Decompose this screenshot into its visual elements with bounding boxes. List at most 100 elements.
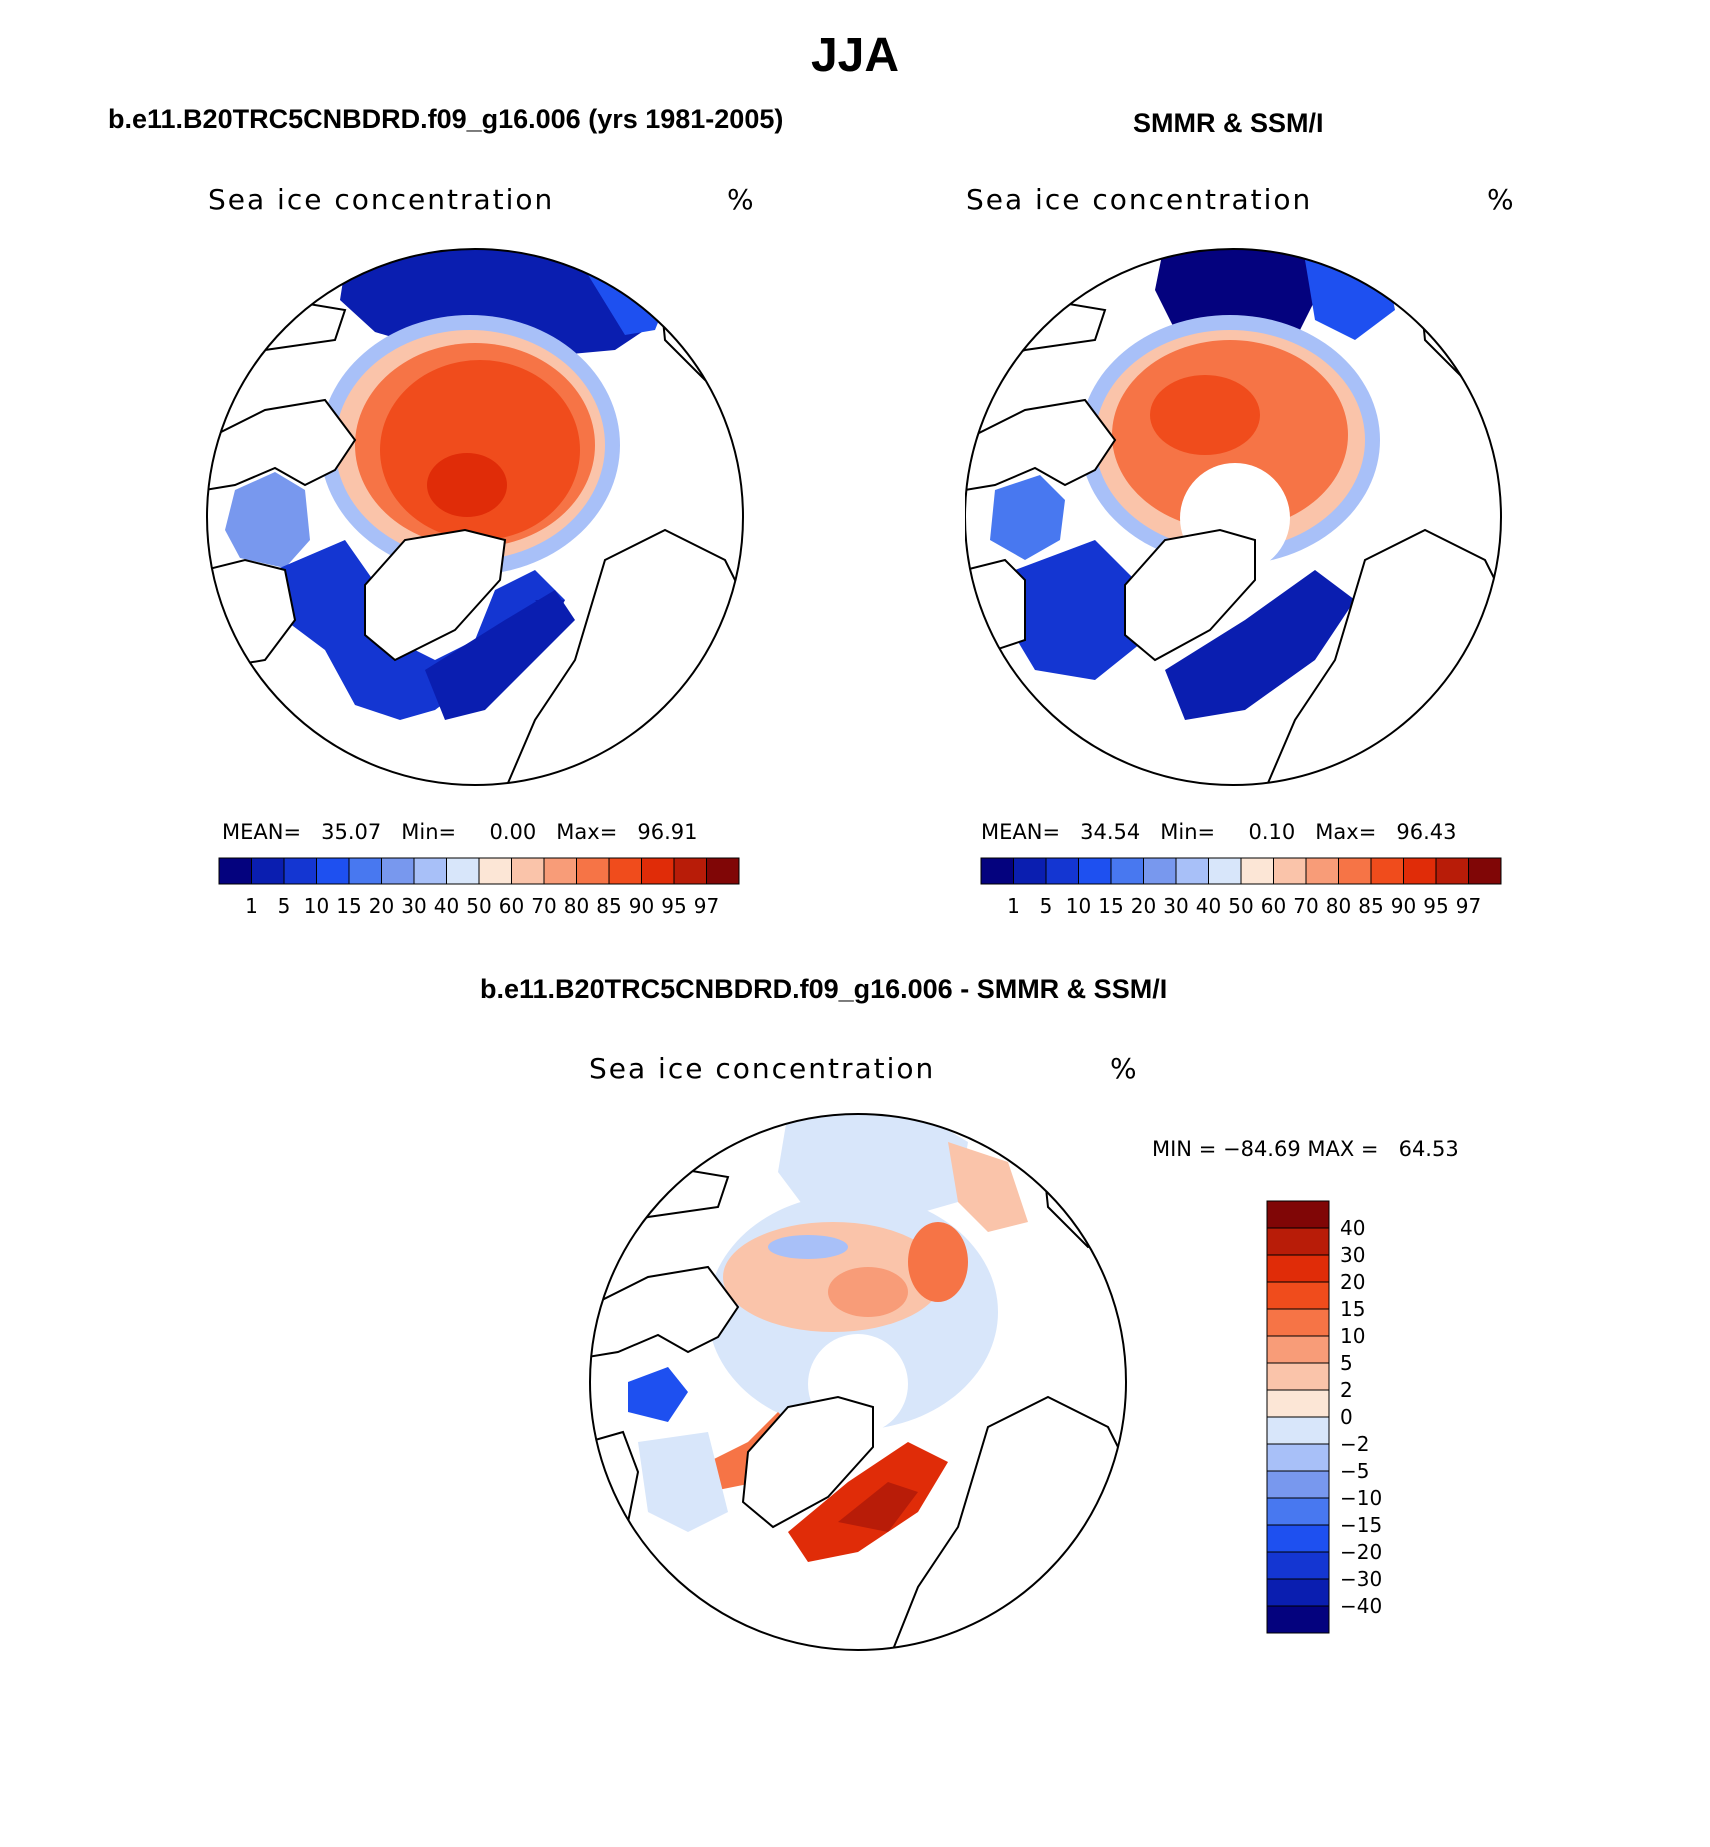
- diff-colorbar-tick-label: 20: [1340, 1270, 1365, 1294]
- obs-colorbar-box: [1110, 857, 1144, 885]
- obs-colorbar-tick-label: 5: [1040, 894, 1053, 918]
- model-colorbar-box: [576, 857, 610, 885]
- model-colorbar-box: [706, 857, 740, 885]
- model-colorbar-box: [478, 857, 512, 885]
- model-colorbar-box: [251, 857, 285, 885]
- obs-colorbar-tick-label: 20: [1131, 894, 1156, 918]
- model-colorbar-tick-label: 15: [336, 894, 361, 918]
- model-mean-label: MEAN=: [222, 820, 302, 844]
- diff-colorbar-tick-label: −20: [1340, 1540, 1382, 1564]
- model-stats: MEAN= 35.07 Min= 0.00 Max= 96.91: [222, 820, 697, 844]
- obs-colorbar-box: [1175, 857, 1209, 885]
- obs-colorbar-box: [1403, 857, 1437, 885]
- diff-colorbar-box: [1266, 1227, 1330, 1256]
- model-colorbar-tick-label: 1: [245, 894, 258, 918]
- obs-variable-label: Sea ice concentration: [966, 183, 1313, 216]
- model-variable-label: Sea ice concentration: [208, 183, 555, 216]
- diff-colorbar-box: [1266, 1254, 1330, 1283]
- diff-min-value: −84.69: [1222, 1137, 1301, 1161]
- model-colorbar-tick-label: 80: [564, 894, 589, 918]
- obs-colorbar: 1 5 10 15 20 30 40 50 60 70 80 85 90 95 97: [980, 857, 1502, 918]
- obs-colorbar-box: [1078, 857, 1112, 885]
- model-colorbar-box: [673, 857, 707, 885]
- diff-colorbar-box: [1266, 1281, 1330, 1310]
- obs-colorbar-tick-label: 30: [1163, 894, 1188, 918]
- model-polar-map: [206, 248, 744, 786]
- diff-colorbar-tick-label: −2: [1340, 1432, 1369, 1456]
- model-colorbar-tick-label: 85: [596, 894, 621, 918]
- obs-colorbar-box: [980, 857, 1014, 885]
- diff-colorbar-tick-label: 15: [1340, 1297, 1365, 1321]
- diff-colorbar-tick-label: −10: [1340, 1486, 1382, 1510]
- diff-colorbar-box: [1266, 1497, 1330, 1526]
- model-ice-field: [207, 249, 743, 785]
- model-colorbar-tick-label: 50: [466, 894, 491, 918]
- diff-max-label: MAX =: [1307, 1137, 1379, 1161]
- obs-max-label: Max=: [1315, 820, 1377, 844]
- obs-colorbar-tick-label: 80: [1326, 894, 1351, 918]
- model-colorbar-tick-label: 90: [629, 894, 654, 918]
- obs-colorbar-box: [1240, 857, 1274, 885]
- diff-min-label: MIN =: [1152, 1137, 1217, 1161]
- model-colorbar-tick-label: 97: [694, 894, 719, 918]
- obs-colorbar-box: [1370, 857, 1404, 885]
- diff-colorbar-tick-label: 0: [1340, 1405, 1353, 1429]
- model-colorbar-box: [446, 857, 480, 885]
- diff-colorbar-box: [1266, 1578, 1330, 1607]
- model-colorbar-tick-label: 5: [278, 894, 291, 918]
- obs-mean-value: 34.54: [1080, 820, 1141, 844]
- model-colorbar-tick-label: 95: [661, 894, 686, 918]
- diff-colorbar-tick-label: −5: [1340, 1459, 1369, 1483]
- diff-colorbar-box: [1266, 1308, 1330, 1337]
- model-colorbar-box: [316, 857, 350, 885]
- diff-colorbar-tick-label: 10: [1340, 1324, 1365, 1348]
- obs-colorbar-tick-label: 90: [1391, 894, 1416, 918]
- model-min-label: Min=: [401, 820, 457, 844]
- obs-colorbar-tick-label: 10: [1066, 894, 1091, 918]
- model-colorbar-tick-label: 40: [434, 894, 459, 918]
- diff-colorbar-tick-label: 30: [1340, 1243, 1365, 1267]
- diff-colorbar-box: [1266, 1551, 1330, 1580]
- diff-colorbar-box: [1266, 1362, 1330, 1391]
- diff-max-value: 64.53: [1398, 1137, 1459, 1161]
- diff-colorbar-tick-label: 40: [1340, 1216, 1365, 1240]
- model-mean-value: 35.07: [321, 820, 382, 844]
- diff-panel-heading: b.e11.B20TRC5CNBDRD.f09_g16.006 - SMMR &…: [480, 974, 1168, 1004]
- obs-colorbar-tick-label: 15: [1098, 894, 1123, 918]
- obs-stats: MEAN= 34.54 Min= 0.10 Max= 96.43: [981, 820, 1456, 844]
- diff-colorbar-box: [1266, 1524, 1330, 1553]
- model-max-label: Max=: [556, 820, 618, 844]
- diff-colorbar-box: [1266, 1443, 1330, 1472]
- model-colorbar-box: [348, 857, 382, 885]
- obs-min-label: Min=: [1160, 820, 1216, 844]
- diff-colorbar-box: [1266, 1605, 1330, 1634]
- obs-polar-map: [965, 248, 1502, 786]
- diff-colorbar-tick-label: −30: [1340, 1567, 1382, 1591]
- obs-colorbar-tick-label: 70: [1293, 894, 1318, 918]
- model-colorbar-box: [413, 857, 447, 885]
- obs-max-value: 96.43: [1396, 820, 1457, 844]
- obs-colorbar-box: [1045, 857, 1079, 885]
- obs-colorbar-tick-label: 60: [1261, 894, 1286, 918]
- model-panel-heading: b.e11.B20TRC5CNBDRD.f09_g16.006 (yrs 198…: [108, 104, 784, 134]
- obs-colorbar-box: [1435, 857, 1469, 885]
- obs-units-label: %: [1487, 183, 1516, 216]
- obs-colorbar-box: [1305, 857, 1339, 885]
- obs-colorbar-tick-label: 40: [1196, 894, 1221, 918]
- obs-colorbar-box: [1338, 857, 1372, 885]
- diff-colorbar-box: [1266, 1470, 1330, 1499]
- obs-colorbar-box: [1208, 857, 1242, 885]
- model-max-value: 96.91: [637, 820, 698, 844]
- diff-colorbar-tick-label: 5: [1340, 1351, 1353, 1375]
- diff-colorbar-box: [1266, 1416, 1330, 1445]
- obs-colorbar-tick-label: 50: [1228, 894, 1253, 918]
- obs-colorbar-box: [1273, 857, 1307, 885]
- model-colorbar-box: [218, 857, 252, 885]
- obs-colorbar-tick-label: 97: [1456, 894, 1481, 918]
- model-units-label: %: [727, 183, 756, 216]
- diff-stats: MIN = −84.69 MAX = 64.53: [1152, 1137, 1459, 1161]
- diff-colorbar-box: [1266, 1389, 1330, 1418]
- model-colorbar-tick-label: 70: [531, 894, 556, 918]
- model-colorbar-box: [381, 857, 415, 885]
